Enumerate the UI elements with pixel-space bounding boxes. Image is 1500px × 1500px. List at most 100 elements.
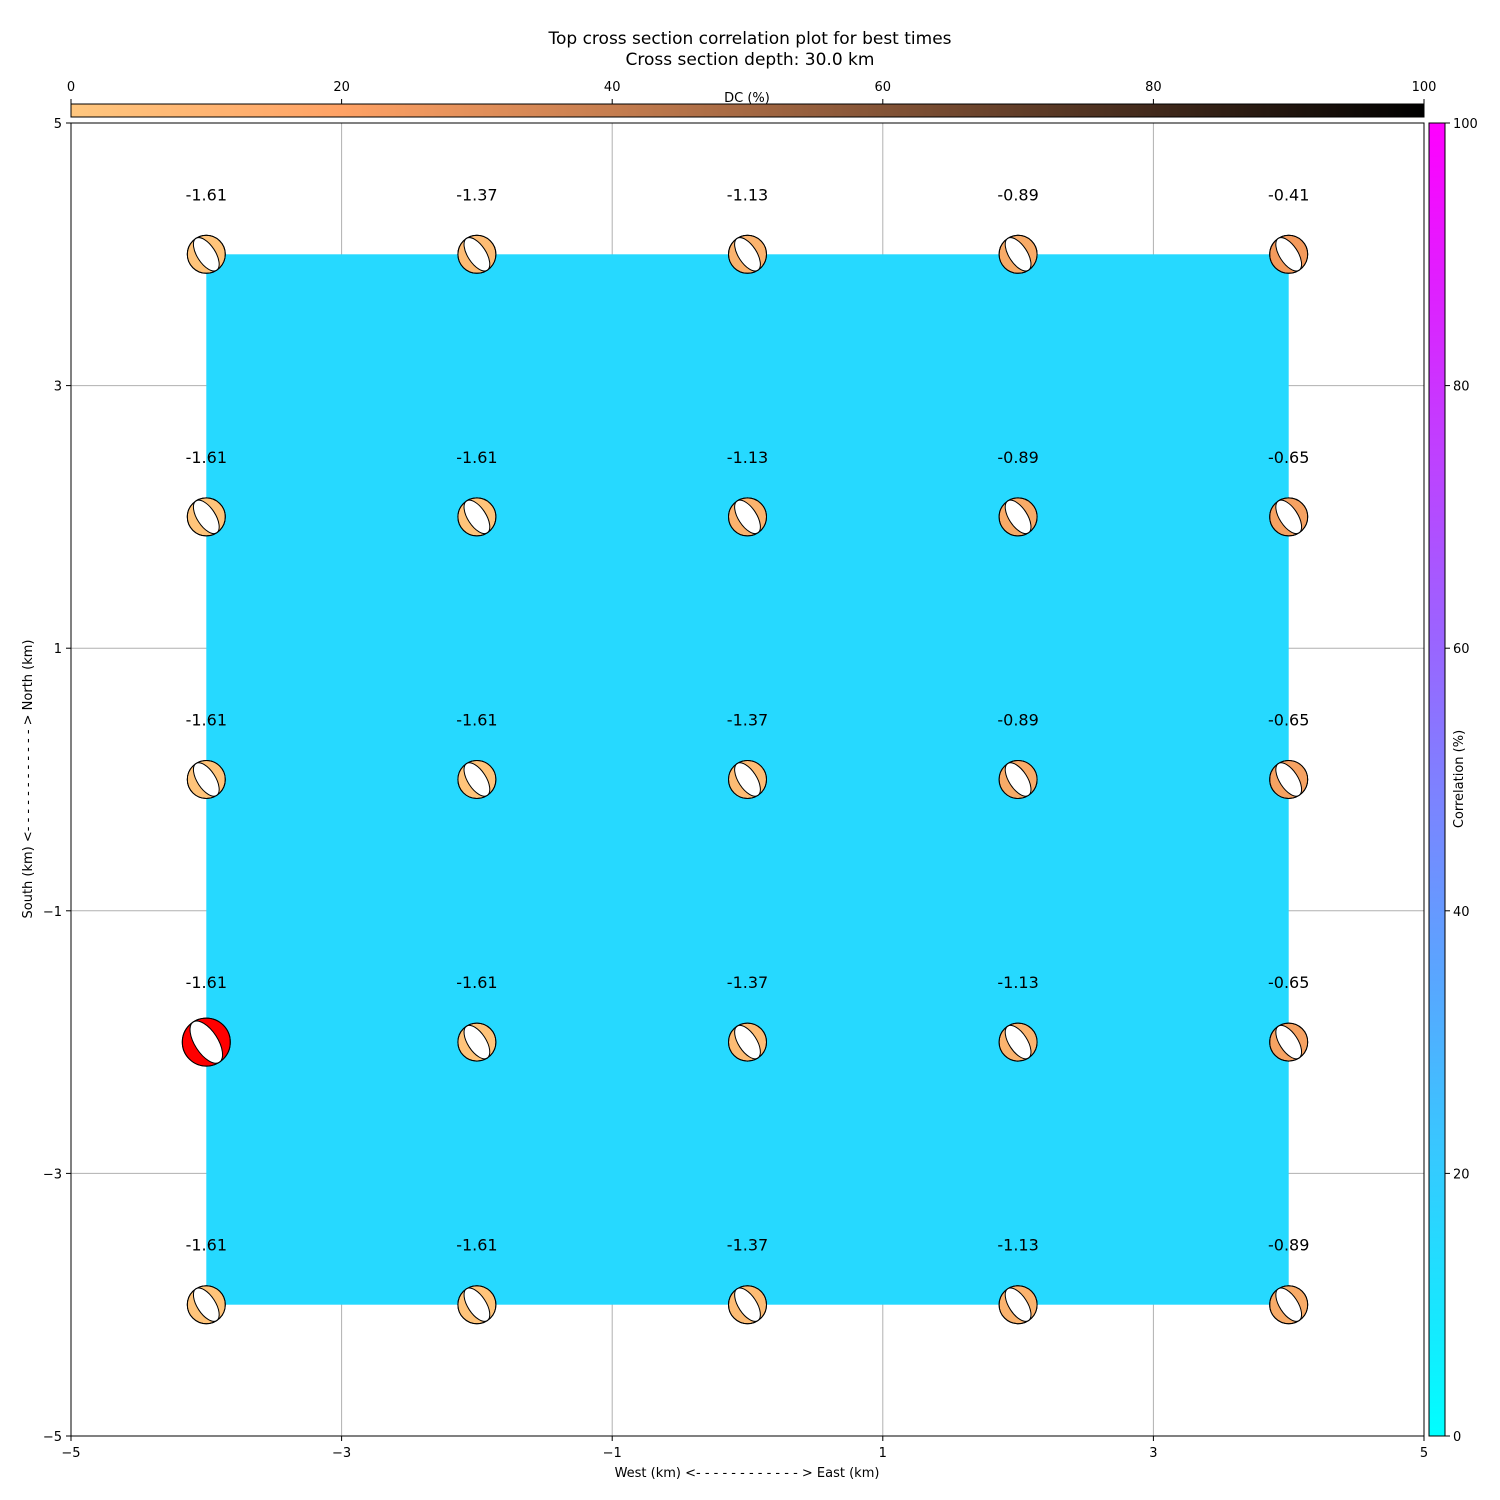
- beachball-outline: [1269, 497, 1309, 537]
- y-tick-label: −1: [43, 905, 62, 920]
- beachball: [998, 1285, 1038, 1325]
- beachball-outline: [998, 234, 1038, 274]
- dc-tick-label: 20: [333, 80, 350, 95]
- value-label: -1.13: [997, 973, 1038, 992]
- value-label: -0.65: [1268, 973, 1309, 992]
- value-label: -1.61: [186, 1236, 227, 1255]
- y-tick-label: 1: [54, 642, 62, 657]
- beachball: [1269, 760, 1309, 799]
- x-tick-label: 1: [879, 1446, 887, 1461]
- beachball-outline: [998, 1285, 1038, 1325]
- correlation-colorbar-label: Correlation (%): [1452, 730, 1467, 828]
- beachball: [457, 1022, 497, 1062]
- beachball-outline: [457, 497, 497, 537]
- value-label: -0.41: [1268, 185, 1309, 204]
- value-label: -0.65: [1268, 448, 1309, 467]
- value-label: -1.13: [997, 1236, 1038, 1255]
- beachball-outline: [457, 1285, 497, 1325]
- value-label: -0.89: [997, 448, 1038, 467]
- beachball: [998, 1022, 1038, 1062]
- beachball-outline: [728, 760, 767, 799]
- correlation-colorbar: 0 20 40 60 80 100 Correlation (%): [1428, 117, 1478, 1445]
- beachball-outline: [186, 1285, 226, 1325]
- beachball-outline: [998, 760, 1038, 799]
- value-label: -0.89: [1268, 1236, 1309, 1255]
- dc-tick-label: 40: [604, 80, 621, 95]
- beachball-outline: [1269, 1285, 1309, 1325]
- y-tick-label: −5: [43, 1430, 62, 1445]
- value-label: -1.37: [727, 973, 768, 992]
- value-label: -1.37: [727, 1236, 768, 1255]
- beachball: [1269, 234, 1309, 274]
- y-tick-label: 3: [54, 380, 62, 395]
- beachball-outline: [186, 497, 226, 537]
- beachball-outline: [1269, 1022, 1309, 1062]
- beachball: [457, 1285, 497, 1325]
- value-label: -1.13: [727, 448, 768, 467]
- beachball: [457, 497, 497, 537]
- beachball: [1269, 497, 1309, 537]
- beachballs: [181, 234, 1309, 1325]
- beachball: [186, 760, 226, 799]
- beachball-outline: [181, 1017, 231, 1067]
- beachball: [1269, 1285, 1309, 1325]
- beachball: [998, 497, 1038, 537]
- beachball: [998, 234, 1038, 274]
- x-tick-label: 5: [1420, 1446, 1428, 1461]
- best-beachball: [181, 1017, 231, 1067]
- y-tick-label: −3: [43, 1167, 62, 1182]
- value-label: -1.61: [186, 185, 227, 204]
- correlation-tick-label: 80: [1453, 380, 1470, 395]
- dc-tick-label: 80: [1145, 80, 1162, 95]
- correlation-tick-label: 0: [1453, 1430, 1461, 1445]
- value-label: -1.37: [456, 185, 497, 204]
- dc-tick-label: 60: [875, 80, 892, 95]
- value-label: -1.61: [186, 973, 227, 992]
- x-tick-label: −3: [332, 1446, 351, 1461]
- value-label: -1.61: [186, 448, 227, 467]
- chart-title: Top cross section correlation plot for b…: [547, 29, 951, 49]
- correlation-tick-label: 20: [1453, 1167, 1470, 1182]
- beachball-outline: [186, 760, 226, 799]
- beachball-outline: [728, 234, 767, 274]
- y-axis-label: South (km) <- - - - - - - - - - - - > No…: [21, 639, 36, 918]
- chart-subtitle: Cross section depth: 30.0 km: [626, 50, 875, 70]
- value-label: -1.61: [456, 448, 497, 467]
- dc-colorbar-label: DC (%): [724, 91, 770, 106]
- beachball: [457, 234, 497, 274]
- beachball-outline: [457, 234, 497, 274]
- y-axis-ticks: −5 −3 −1 1 3 5: [43, 117, 71, 1445]
- correlation-colorbar-gradient: [1428, 122, 1446, 1437]
- x-tick-label: −5: [61, 1446, 80, 1461]
- beachball-outline: [457, 1022, 497, 1062]
- beachball-outline: [728, 1285, 767, 1325]
- plot-area: -1.61 -1.37 -1.13 -0.89 -0.41 -1.61 -1.61 -1.13…: [43, 117, 1428, 1461]
- dc-colorbar-gradient: [70, 103, 1425, 118]
- value-label: -0.89: [997, 185, 1038, 204]
- beachball: [1269, 1022, 1309, 1062]
- beachball-outline: [998, 1022, 1038, 1062]
- beachball: [998, 760, 1038, 799]
- x-axis-label: West (km) <- - - - - - - - - - - - > Eas…: [615, 1466, 880, 1481]
- value-label: -1.13: [727, 185, 768, 204]
- plot-frame: [70, 122, 1425, 1437]
- dc-tick-label: 0: [67, 80, 75, 95]
- beachball: [186, 234, 226, 274]
- dc-tick-label: 100: [1412, 80, 1437, 95]
- correlation-tick-label: 60: [1453, 642, 1470, 657]
- value-label: -1.61: [456, 711, 497, 730]
- value-label: -1.61: [456, 1236, 497, 1255]
- beachball: [457, 760, 497, 799]
- value-label: -0.65: [1268, 711, 1309, 730]
- beachball-outline: [186, 234, 226, 274]
- value-label: -1.61: [456, 973, 497, 992]
- beachball: [728, 497, 767, 537]
- y-tick-label: 5: [54, 117, 62, 132]
- dc-colorbar: 0 20 40 60 80 100 DC (%): [67, 80, 1437, 118]
- value-label: -1.37: [727, 711, 768, 730]
- value-labels: -1.61 -1.37 -1.13 -0.89 -0.41 -1.61 -1.61 -1.13…: [186, 185, 1310, 1254]
- correlation-tick-label: 40: [1453, 905, 1470, 920]
- beachball-outline: [1269, 234, 1309, 274]
- beachball: [728, 1285, 767, 1325]
